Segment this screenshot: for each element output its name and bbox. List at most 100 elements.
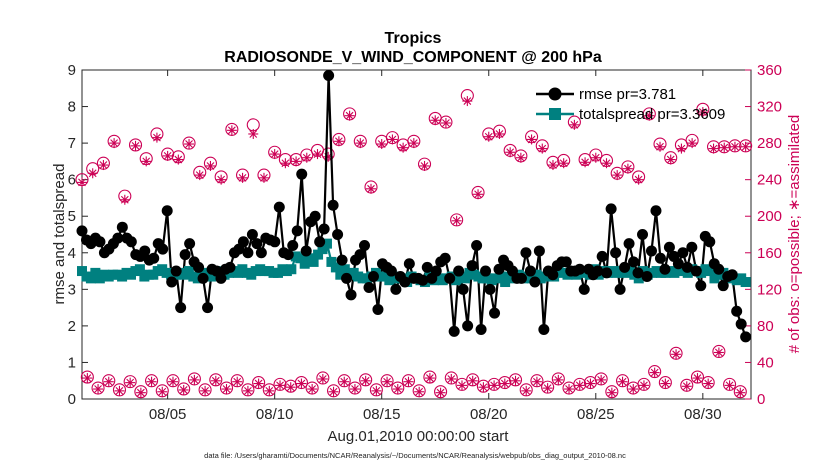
obs-assimilated-point (719, 142, 730, 153)
asterisk-stroke (452, 216, 461, 225)
asterisk-stroke (351, 385, 359, 393)
asterisk-stroke (650, 368, 659, 377)
y-tick-label: 4 (68, 245, 76, 262)
asterisk-stroke (367, 184, 375, 193)
asterisk-stroke (645, 111, 654, 120)
obs-assimilated-point (580, 157, 591, 168)
obs-assimilated-point (547, 160, 558, 171)
obs-assimilated-point (671, 349, 682, 360)
asterisk-stroke (661, 379, 670, 388)
totalspread-point (183, 266, 194, 277)
obs-assimilated-point (542, 383, 553, 394)
obs-assimilated-point (103, 376, 114, 387)
asterisk-stroke (549, 161, 557, 169)
rmse-point (314, 236, 326, 248)
asterisk-stroke (377, 140, 386, 148)
obs-assimilated-point (167, 376, 178, 387)
footnote: data file: /Users/gharamti/Documents/NCA… (204, 451, 626, 460)
asterisk-stroke (238, 173, 247, 182)
asterisk-stroke (447, 375, 456, 383)
obs-assimilated-point (740, 141, 751, 152)
asterisk-stroke (677, 144, 686, 153)
asterisk-stroke (195, 171, 204, 179)
obs-assimilated-point (590, 152, 601, 163)
y2-tick-label: 0 (757, 391, 765, 408)
asterisk-stroke (335, 137, 343, 146)
asterisk-stroke (693, 374, 702, 382)
asterisk-stroke (527, 135, 536, 144)
y2-axis-label: # of obs: o=possible; ∗=assimilated (786, 115, 803, 354)
obs-assimilated-point (93, 384, 104, 395)
asterisk-stroke (254, 379, 263, 388)
obs-count-markers (75, 89, 753, 399)
obs-assimilated-point (253, 378, 264, 389)
asterisk-stroke (634, 175, 643, 184)
asterisk-stroke (163, 152, 172, 160)
rmse-point (663, 241, 675, 253)
totalspread-point (299, 258, 310, 269)
chart-title: Tropics (385, 30, 442, 47)
legend-spread-label: totalspread pr=3.3609 (579, 106, 725, 123)
asterisk-stroke (666, 155, 675, 164)
asterisk-stroke (94, 385, 102, 393)
obs-assimilated-point (173, 154, 184, 165)
obs-assimilated-point (537, 143, 548, 154)
rmse-point (538, 324, 550, 336)
rmse-point (632, 267, 644, 279)
obs-assimilated-point (430, 115, 441, 126)
y2-tick-label: 320 (757, 99, 782, 116)
asterisk-stroke (356, 139, 365, 148)
obs-assimilated-point (521, 385, 532, 396)
asterisk-stroke (597, 376, 606, 384)
rmse-point (592, 265, 604, 277)
obs-assimilated-point (703, 378, 714, 389)
asterisk-stroke (318, 375, 327, 383)
asterisk-stroke (153, 133, 161, 142)
asterisk-stroke (201, 386, 209, 395)
asterisk-stroke (436, 388, 445, 397)
rmse-point (399, 276, 411, 288)
obs-assimilated-point (382, 376, 393, 387)
obs-assimilated-point (157, 386, 168, 397)
obs-assimilated-point (371, 385, 382, 396)
rmse-point (327, 199, 339, 211)
rmse-point (601, 267, 613, 279)
asterisk-stroke (581, 158, 589, 167)
obs-assimilated-point (633, 174, 644, 185)
totalspread-point (500, 277, 511, 288)
rmse-point (148, 252, 160, 264)
y2-tick-label: 280 (757, 135, 782, 152)
y-tick-label: 7 (68, 135, 76, 152)
x-tick-label: 08/05 (149, 406, 187, 423)
asterisk-stroke (682, 382, 691, 391)
obs-assimilated-point (339, 376, 350, 387)
legend: rmse pr=3.781 totalspread pr=3.3609 (536, 86, 725, 123)
obs-assimilated-point (317, 373, 328, 384)
obs-assimilated-point (189, 374, 200, 385)
legend-rmse-marker (548, 87, 562, 101)
rmse-point (605, 203, 617, 215)
rmse-point (94, 236, 106, 248)
obs-assimilated-point (98, 160, 109, 171)
asterisk-stroke (281, 159, 290, 168)
totalspread-point (633, 273, 644, 284)
rmse-point (623, 238, 635, 250)
asterisk-stroke (340, 377, 349, 386)
obs-assimilated-point (130, 140, 141, 151)
asterisk-stroke (383, 377, 391, 386)
asterisk-stroke (704, 379, 713, 388)
asterisk-stroke (174, 155, 183, 164)
obs-assimilated-point (660, 378, 671, 389)
asterisk-stroke (302, 153, 311, 162)
rmse-point (215, 272, 227, 284)
asterisk-stroke (554, 376, 563, 384)
asterisk-stroke (399, 143, 408, 152)
rmse-point (157, 243, 169, 255)
rmse-point (713, 263, 725, 275)
obs-assimilated-point (601, 158, 612, 169)
obs-assimilated-point (226, 125, 237, 136)
asterisk-stroke (270, 150, 279, 158)
asterisk-stroke (211, 376, 220, 385)
obs-assimilated-point (237, 172, 248, 183)
totalspread-point (705, 266, 716, 277)
